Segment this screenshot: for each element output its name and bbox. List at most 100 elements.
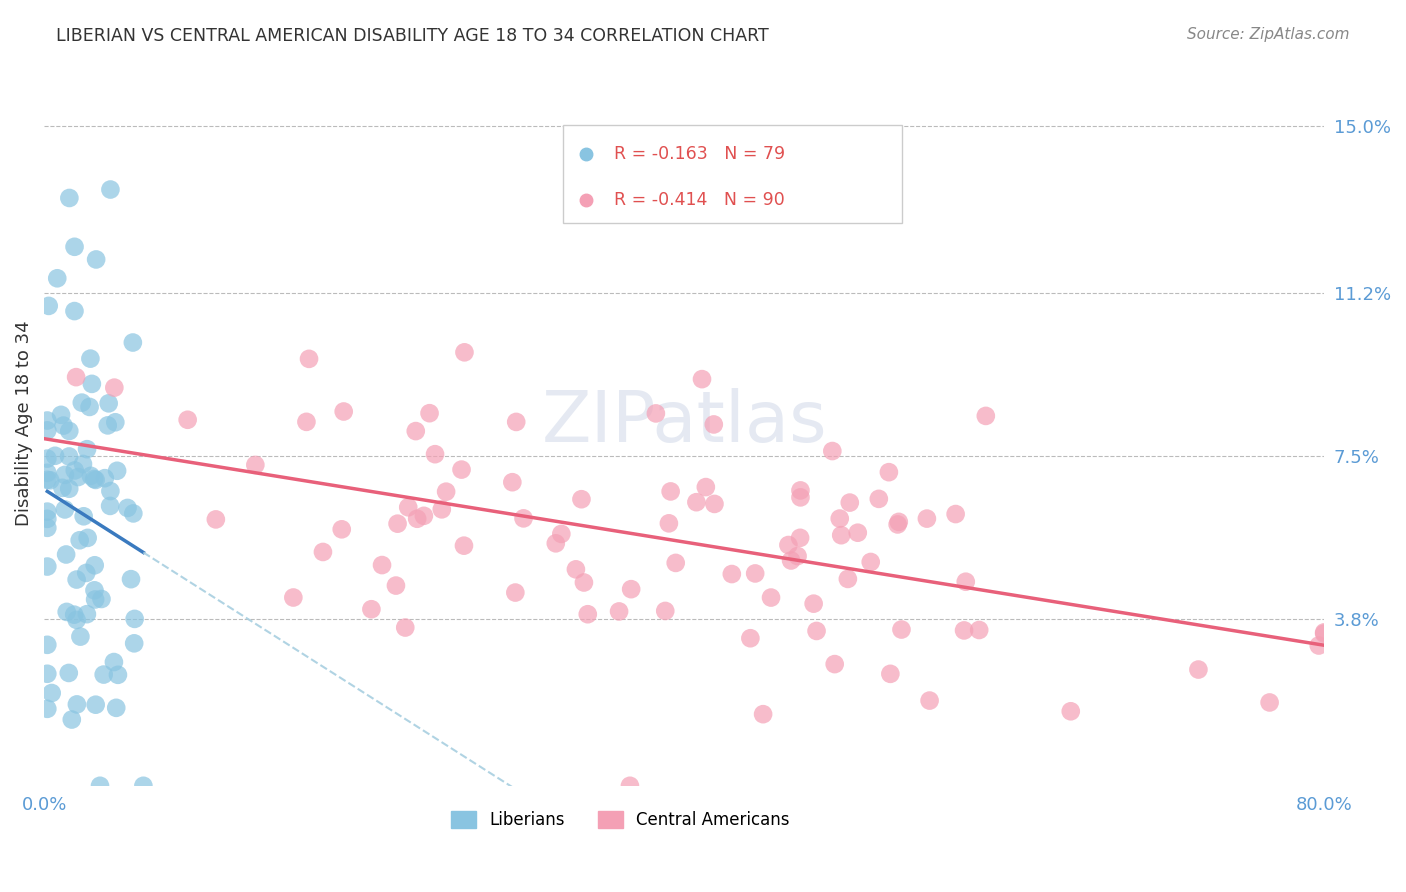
Legend: Liberians, Central Americans: Liberians, Central Americans <box>444 804 796 836</box>
Point <box>121 335 143 350</box>
Point <box>295 415 318 429</box>
Point <box>37 466 59 480</box>
Point <box>65 370 87 384</box>
Point <box>58 665 80 680</box>
Point <box>665 556 688 570</box>
Point <box>824 657 846 672</box>
Point <box>430 502 453 516</box>
Point <box>37 512 59 526</box>
Bar <box>562 125 901 223</box>
Point <box>84 473 107 487</box>
Point <box>205 512 228 526</box>
Point <box>55 548 77 562</box>
Point <box>73 509 96 524</box>
Point <box>66 698 89 712</box>
Point <box>703 417 725 432</box>
Point <box>828 511 851 525</box>
Point <box>434 484 457 499</box>
Text: LIBERIAN VS CENTRAL AMERICAN DISABILITY AGE 18 TO 34 CORRELATION CHART: LIBERIAN VS CENTRAL AMERICAN DISABILITY … <box>56 27 769 45</box>
Point <box>877 465 900 479</box>
Point <box>44 449 66 463</box>
Point <box>97 418 120 433</box>
Point <box>79 400 101 414</box>
Point <box>41 686 63 700</box>
Point <box>576 607 599 622</box>
Point <box>65 613 87 627</box>
Point <box>1313 625 1336 640</box>
Point <box>72 457 94 471</box>
Point <box>423 447 446 461</box>
Point <box>58 191 80 205</box>
Point <box>63 607 86 622</box>
Point <box>89 779 111 793</box>
Point <box>37 473 59 487</box>
Point <box>312 545 335 559</box>
Point <box>80 468 103 483</box>
Point <box>512 511 534 525</box>
Text: Source: ZipAtlas.com: Source: ZipAtlas.com <box>1187 27 1350 42</box>
Point <box>394 621 416 635</box>
Point <box>100 182 122 196</box>
Point <box>644 406 666 420</box>
Point <box>789 491 811 505</box>
Point <box>620 582 643 596</box>
Point <box>412 508 434 523</box>
Point <box>67 470 90 484</box>
Point <box>51 481 73 495</box>
Point <box>55 605 77 619</box>
Point <box>544 536 567 550</box>
Point <box>837 572 859 586</box>
Text: ZIPatlas: ZIPatlas <box>541 388 827 458</box>
Point <box>890 623 912 637</box>
Point <box>789 483 811 498</box>
Point <box>97 396 120 410</box>
Point <box>84 698 107 712</box>
Point <box>52 418 75 433</box>
Point <box>830 528 852 542</box>
Point <box>974 409 997 423</box>
Point <box>1060 704 1083 718</box>
Point <box>607 604 630 618</box>
Point <box>744 566 766 581</box>
Point <box>332 404 354 418</box>
Point <box>1308 639 1330 653</box>
Point <box>658 516 681 531</box>
Text: R = -0.163   N = 79: R = -0.163 N = 79 <box>614 145 785 163</box>
Point <box>70 395 93 409</box>
Point <box>53 502 76 516</box>
Point <box>69 533 91 548</box>
Point <box>505 415 527 429</box>
Point <box>453 345 475 359</box>
Point <box>806 624 828 638</box>
Point <box>703 497 725 511</box>
Point <box>105 464 128 478</box>
Point <box>396 500 419 515</box>
Point <box>122 507 145 521</box>
Point <box>39 473 62 487</box>
Point <box>550 527 572 541</box>
Point <box>83 583 105 598</box>
Point <box>103 655 125 669</box>
Point <box>868 491 890 506</box>
Point <box>780 553 803 567</box>
Point <box>360 602 382 616</box>
Point <box>859 555 882 569</box>
Point <box>953 624 976 638</box>
Point <box>84 592 107 607</box>
Point <box>695 480 717 494</box>
Point <box>821 444 844 458</box>
Point <box>505 585 527 599</box>
Point <box>37 413 59 427</box>
Point <box>846 525 869 540</box>
Y-axis label: Disability Age 18 to 34: Disability Age 18 to 34 <box>15 320 32 525</box>
Point <box>58 450 80 464</box>
Text: R = -0.414   N = 90: R = -0.414 N = 90 <box>614 191 785 209</box>
Point <box>132 779 155 793</box>
Point <box>122 636 145 650</box>
Point <box>1187 663 1209 677</box>
Point <box>450 462 472 476</box>
Point <box>37 521 59 535</box>
Point <box>245 458 267 472</box>
Point <box>740 632 762 646</box>
Point <box>501 475 523 490</box>
